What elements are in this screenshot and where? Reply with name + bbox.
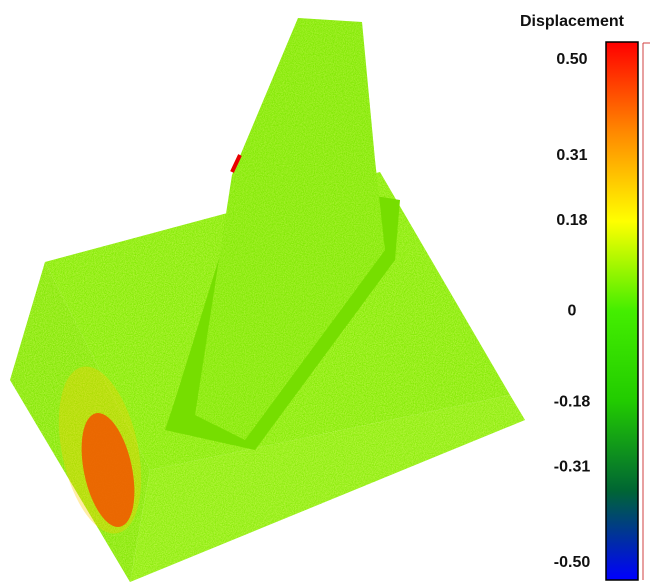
figure: Displacement 0.50 0.31 0.18 0 -0.18 -0.31 -0.5… [0,0,658,587]
colorbar-tick-label: 0.50 [556,51,587,68]
colorbar-title: Displacement [520,13,625,30]
colorbar [606,42,638,580]
colorbar-tick-label: 0.31 [556,147,587,164]
colorbar-edge [643,43,650,580]
colorbar-tick-label: 0 [568,303,577,320]
specimen [10,18,525,582]
colorbar-tick-label: -0.50 [554,554,591,571]
colorbar-tick-label: 0.18 [556,212,587,229]
colorbar-tick-label: -0.31 [554,459,591,476]
colorbar-tick-label: -0.18 [554,393,591,410]
